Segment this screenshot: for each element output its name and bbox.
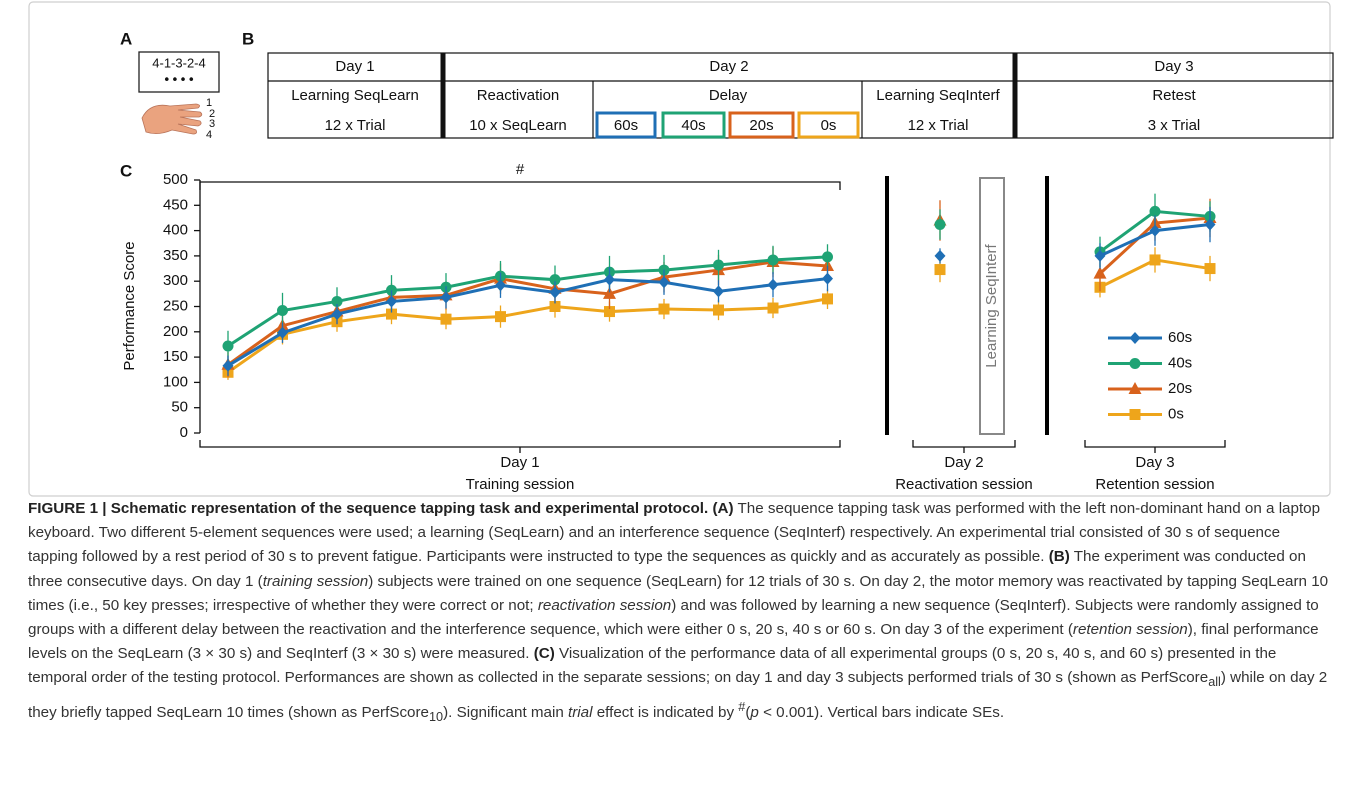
marker xyxy=(822,293,833,304)
y-tick-label: 0 xyxy=(180,424,188,441)
series-line xyxy=(228,279,828,366)
day-header: Day 3 xyxy=(1154,58,1193,75)
figure-caption: FIGURE 1 | Schematic representation of t… xyxy=(28,497,1330,729)
marker xyxy=(441,314,452,325)
phase: Learning SeqLearn xyxy=(291,87,419,104)
session-name: Retention session xyxy=(1095,476,1214,493)
annotation: # xyxy=(516,161,525,178)
marker xyxy=(935,264,946,275)
marker xyxy=(768,279,779,291)
day-header: Day 1 xyxy=(335,58,374,75)
caption-text: trial xyxy=(568,704,592,721)
session-day: Day 2 xyxy=(944,454,983,471)
caption-text: 10 xyxy=(429,710,443,724)
marker xyxy=(1150,206,1161,217)
caption-text: retention session xyxy=(1073,621,1188,638)
session-day: Day 3 xyxy=(1135,454,1174,471)
delay-label: 0s xyxy=(821,117,837,134)
caption-text: all xyxy=(1208,675,1221,689)
marker xyxy=(822,251,833,262)
y-tick-label: 150 xyxy=(163,348,188,365)
marker xyxy=(713,305,724,316)
phase: Reactivation xyxy=(477,87,560,104)
marker xyxy=(1130,358,1141,369)
y-tick-label: 400 xyxy=(163,222,188,239)
caption-text: training session xyxy=(263,573,369,590)
sequence-dots: • • • • xyxy=(164,71,193,86)
session-day: Day 1 xyxy=(500,454,539,471)
marker xyxy=(713,260,724,271)
marker xyxy=(935,219,946,230)
caption-text: reactivation session xyxy=(538,597,671,614)
panel-label: C xyxy=(120,161,132,180)
phase: Retest xyxy=(1152,87,1196,104)
session-name: Training session xyxy=(466,476,575,493)
marker xyxy=(1205,263,1216,274)
phase-detail: 12 x Trial xyxy=(325,117,386,134)
delay-label: 60s xyxy=(614,117,638,134)
y-axis-label: Performance Score xyxy=(121,241,138,370)
marker xyxy=(659,304,670,315)
y-tick-label: 250 xyxy=(163,297,188,314)
series-line xyxy=(228,257,828,346)
caption-text: (C) xyxy=(534,645,555,662)
y-tick-label: 500 xyxy=(163,171,188,188)
legend-label: 20s xyxy=(1168,380,1192,397)
day-header: Day 2 xyxy=(709,58,748,75)
caption-text: effect is indicated by xyxy=(593,704,739,721)
y-tick-label: 450 xyxy=(163,196,188,213)
marker xyxy=(1130,332,1141,344)
phase: Delay xyxy=(709,87,748,104)
marker xyxy=(768,254,779,265)
y-tick-label: 50 xyxy=(171,399,188,416)
session-name: Reactivation session xyxy=(895,476,1033,493)
marker xyxy=(495,311,506,322)
delay-label: 40s xyxy=(681,117,705,134)
sequence: 4-1-3-2-4 xyxy=(152,55,205,70)
figure-frame xyxy=(29,2,1330,496)
page: A 4-1-3-2-4 • • • • 1 2 3 4 B Day 1 Day … xyxy=(0,0,1354,812)
figure: A 4-1-3-2-4 • • • • 1 2 3 4 B Day 1 Day … xyxy=(0,0,1354,500)
y-tick-label: 300 xyxy=(163,272,188,289)
marker xyxy=(935,250,946,262)
legend-label: 40s xyxy=(1168,354,1192,371)
panel-label: B xyxy=(242,29,254,48)
marker xyxy=(277,305,288,316)
panel-label: A xyxy=(120,29,132,48)
marker xyxy=(223,340,234,351)
y-tick-label: 350 xyxy=(163,247,188,264)
marker xyxy=(1130,409,1141,420)
caption-text: FIGURE 1 | Schematic representation of t… xyxy=(28,500,734,517)
marker xyxy=(768,303,779,314)
phase-detail: 12 x Trial xyxy=(908,117,969,134)
significance-bracket xyxy=(200,182,840,190)
legend-label: 60s xyxy=(1168,329,1192,346)
hand-icon xyxy=(142,104,202,134)
phase-detail: 10 x SeqLearn xyxy=(469,117,567,134)
marker xyxy=(1150,254,1161,265)
interference-label: Learning SeqInterf xyxy=(983,243,1000,367)
legend-label: 0s xyxy=(1168,405,1184,422)
caption-text: ). Significant main xyxy=(443,704,568,721)
marker xyxy=(822,273,833,285)
y-tick-label: 100 xyxy=(163,373,188,390)
caption-text: p xyxy=(750,704,758,721)
series-line xyxy=(228,299,828,372)
marker xyxy=(713,285,724,297)
caption-text: < 0.001). Vertical bars indicate SEs. xyxy=(759,704,1004,721)
caption-text: (B) xyxy=(1049,548,1070,565)
finger-number: 4 xyxy=(206,129,212,141)
session-brackets xyxy=(200,440,1225,453)
y-tick-label: 200 xyxy=(163,323,188,340)
phase: Learning SeqInterf xyxy=(876,87,1000,104)
delay-label: 20s xyxy=(749,117,773,134)
phase-detail: 3 x Trial xyxy=(1148,117,1201,134)
